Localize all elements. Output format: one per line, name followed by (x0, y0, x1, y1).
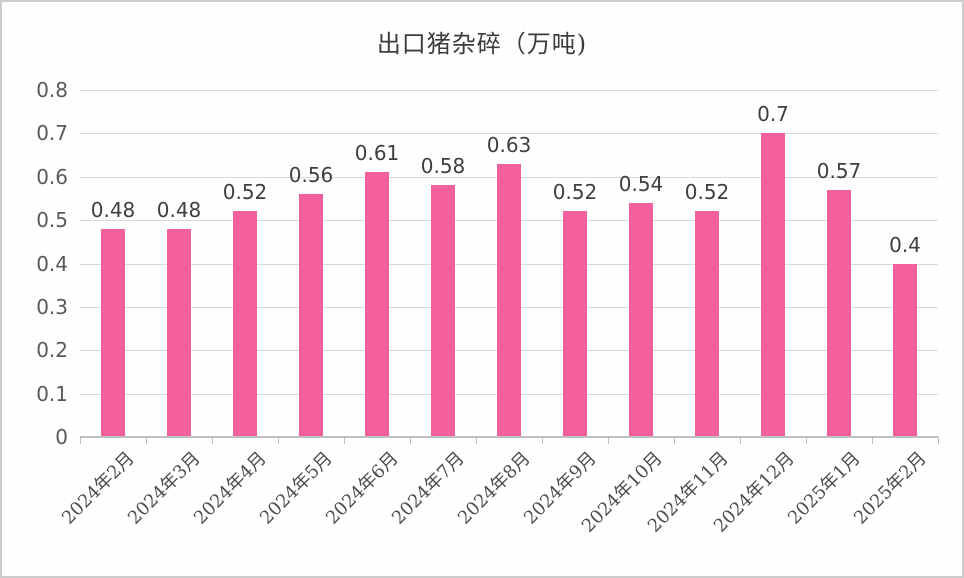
y-tick-label: 0.3 (36, 294, 68, 319)
bar-value-label: 0.4 (889, 232, 921, 257)
y-tick-label: 0.5 (36, 208, 68, 233)
x-tick-mark (476, 437, 477, 444)
bar-value-label: 0.52 (684, 180, 730, 205)
x-tick-mark (278, 437, 279, 444)
bar (827, 189, 851, 437)
plot-area: 0 0.1 0.2 0.3 0.4 0.5 0.6 0.7 0.8 0.48 0.48 0.52 0.… (36, 78, 939, 537)
bar-slot: 0.48 (80, 90, 146, 437)
bar-slot: 0.7 (740, 90, 806, 437)
x-tick-mark (872, 437, 873, 444)
bar (893, 263, 917, 437)
bar-slot: 0.52 (542, 90, 608, 437)
x-tick-mark (740, 437, 741, 444)
bar-value-label: 0.54 (618, 171, 664, 196)
bar-slot: 0.63 (476, 90, 542, 437)
bar-value-label: 0.57 (816, 158, 862, 183)
bar-value-label: 0.56 (288, 163, 334, 188)
x-tick-mark (542, 437, 543, 444)
bar-slot: 0.56 (278, 90, 344, 437)
bar (233, 211, 257, 437)
x-tick-mark (938, 437, 939, 444)
bar-value-label: 0.61 (354, 141, 400, 166)
bar-slot: 0.54 (608, 90, 674, 437)
bar (497, 163, 521, 437)
gridline (80, 133, 938, 135)
bar-value-label: 0.48 (156, 197, 202, 222)
x-tick-mark (212, 437, 213, 444)
bar (167, 228, 191, 437)
y-tick-label: 0.7 (36, 121, 68, 146)
bar (563, 211, 587, 437)
bar-value-label: 0.58 (420, 154, 466, 179)
bar (695, 211, 719, 437)
bar-slot: 0.52 (212, 90, 278, 437)
bar-slot: 0.4 (872, 90, 938, 437)
bar (629, 202, 653, 437)
x-tick-mark (80, 437, 81, 444)
bar (761, 133, 785, 437)
bar-value-label: 0.63 (486, 132, 532, 157)
y-tick-label: 0.8 (36, 78, 68, 102)
bar-slot: 0.52 (674, 90, 740, 437)
y-tick-label: 0.1 (36, 381, 68, 406)
x-axis-line (80, 436, 938, 438)
y-tick-label: 0.2 (36, 338, 68, 363)
bar-slot: 0.48 (146, 90, 212, 437)
y-tick-label: 0.4 (36, 251, 68, 276)
bar (299, 194, 323, 437)
gridline (80, 90, 938, 91)
bar (431, 185, 455, 437)
bar (101, 228, 125, 437)
x-tick-mark (806, 437, 807, 444)
bar-slot: 0.58 (410, 90, 476, 437)
x-tick-mark (608, 437, 609, 444)
x-tick-mark (674, 437, 675, 444)
x-tick-mark (146, 437, 147, 444)
chart-title: 出口猪杂碎（万吨) (376, 30, 588, 58)
bar-slot: 0.57 (806, 90, 872, 437)
y-tick-label: 0.6 (36, 164, 68, 189)
x-tick-mark (344, 437, 345, 444)
x-tick-mark (410, 437, 411, 444)
bar-value-label: 0.52 (552, 180, 598, 205)
bar-value-label: 0.52 (222, 180, 268, 205)
bar (365, 172, 389, 437)
y-tick-label: 0 (55, 425, 68, 449)
bar-value-label: 0.48 (90, 197, 136, 222)
bar-slot: 0.61 (344, 90, 410, 437)
bar-value-label: 0.7 (757, 102, 789, 127)
